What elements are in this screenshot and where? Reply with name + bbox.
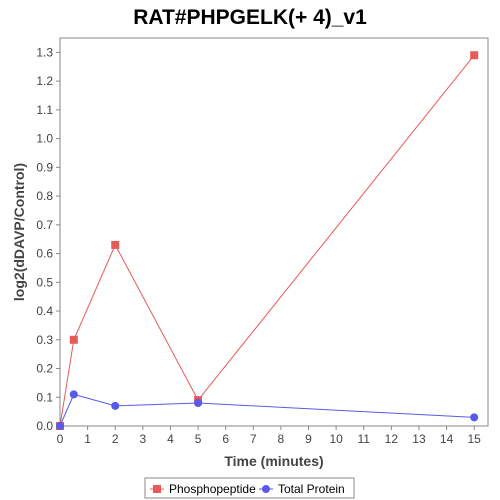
x-tick-label: 7 — [250, 432, 257, 446]
data-point — [470, 413, 479, 422]
x-tick-label: 6 — [222, 432, 229, 446]
data-point — [56, 422, 64, 430]
data-point — [111, 240, 120, 249]
chart-title: RAT#PHPGELK(+ 4)_v1 — [133, 6, 367, 29]
legend-label: Phosphopeptide — [169, 482, 256, 496]
y-tick-label: 0.0 — [36, 419, 53, 433]
y-tick-label: 1.2 — [36, 74, 53, 88]
x-tick-label: 5 — [195, 432, 202, 446]
y-tick-label: 1.0 — [36, 132, 53, 146]
x-tick-label: 4 — [167, 432, 174, 446]
series-layer — [56, 51, 479, 430]
y-tick-label: 1.1 — [36, 103, 53, 117]
data-point — [69, 390, 78, 399]
y-axis-label: log2(dDAVP/Control) — [11, 163, 27, 301]
data-point — [470, 51, 479, 60]
x-tick-label: 9 — [305, 432, 312, 446]
y-tick-label: 1.3 — [36, 45, 53, 59]
x-tick-label: 14 — [440, 432, 454, 446]
y-tick-label: 0.9 — [36, 160, 53, 174]
x-tick-label: 10 — [329, 432, 343, 446]
y-tick-label: 0.2 — [36, 362, 53, 376]
y-tick-label: 0.6 — [36, 247, 53, 261]
x-tick-label: 8 — [278, 432, 285, 446]
legend-marker — [262, 485, 270, 493]
x-tick-label: 3 — [139, 432, 146, 446]
x-tick-label: 11 — [358, 432, 371, 446]
x-axis-label: Time (minutes) — [224, 453, 323, 469]
data-point — [194, 399, 203, 408]
y-tick-label: 0.8 — [36, 189, 53, 203]
x-tick-label: 12 — [385, 432, 399, 446]
data-point — [69, 335, 78, 344]
x-tick-label: 15 — [468, 432, 482, 446]
x-tick-label: 1 — [84, 432, 91, 446]
x-tick-label: 0 — [57, 432, 64, 446]
legend-label: Total Protein — [278, 482, 345, 496]
legend: Phosphopeptide Total Protein — [144, 477, 355, 499]
data-point — [111, 401, 120, 410]
y-tick-label: 0.5 — [36, 275, 53, 289]
y-axis: 0.0 0.1 0.2 0.3 0.4 0.5 0.6 0.7 0.8 0.9 1.0 1.1 1.2 1… — [36, 45, 60, 433]
x-tick-label: 2 — [112, 432, 119, 446]
legend-box — [144, 477, 355, 499]
y-tick-label: 0.7 — [36, 218, 53, 232]
legend-marker — [153, 485, 161, 493]
x-tick-label: 13 — [412, 432, 426, 446]
y-tick-label: 0.3 — [36, 333, 53, 347]
y-tick-label: 0.1 — [36, 390, 53, 404]
y-tick-label: 0.4 — [36, 304, 53, 318]
x-axis: 0 1 2 3 4 5 6 7 8 9 10 11 12 13 14 15 — [57, 426, 482, 446]
plot-area — [59, 37, 489, 427]
